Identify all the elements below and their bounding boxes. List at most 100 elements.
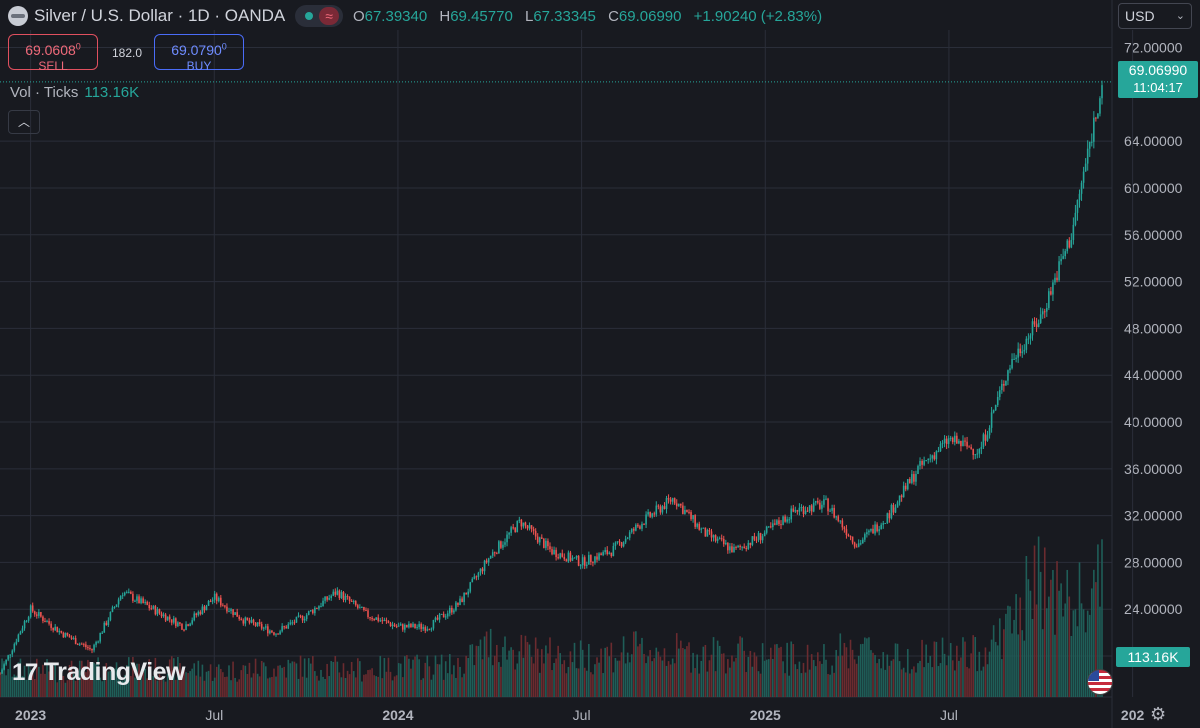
candle-body (549, 546, 551, 550)
volume-bar (125, 665, 128, 697)
volume-bar (72, 674, 75, 697)
gear-icon[interactable]: ⚙ (1150, 704, 1167, 724)
volume-bar (3, 661, 5, 697)
candle-body (868, 530, 870, 533)
symbol-title[interactable]: Silver / U.S. Dollar · 1D · OANDA (34, 6, 286, 25)
volume-bar (21, 675, 24, 697)
candle-body (524, 522, 527, 526)
collapse-button[interactable]: ︿ (8, 110, 40, 134)
volume-bar (1035, 604, 1038, 697)
buy-button[interactable]: 69.07900 BUY (154, 34, 244, 73)
candle-body (692, 515, 694, 520)
candle-body (465, 593, 467, 595)
candle-body (561, 553, 564, 557)
candle-body (684, 509, 686, 514)
volume-bar (575, 668, 578, 697)
volume-value: 113.16K (84, 84, 140, 101)
volume-bar (271, 676, 273, 697)
volume-bar (923, 667, 925, 697)
candle-body (226, 606, 228, 612)
candle-body (874, 524, 876, 534)
candle-body (1011, 358, 1013, 369)
candle-body (326, 596, 328, 600)
candle-body (945, 438, 948, 444)
wave-icon[interactable]: ≈ (319, 7, 339, 25)
volume-bar (837, 656, 840, 697)
candle-body (240, 618, 243, 621)
candle-body (189, 623, 191, 626)
candle-body (238, 616, 241, 619)
candle-body (986, 435, 989, 441)
candle-body (925, 460, 927, 462)
volume-bar (551, 670, 553, 697)
sell-button[interactable]: 69.06080 SELL (8, 34, 98, 73)
candle-body (232, 609, 234, 615)
volume-bar (902, 667, 905, 697)
candle-body (784, 516, 786, 522)
market-status-pill[interactable]: ≈ (295, 5, 343, 27)
volume-legend[interactable]: Vol · Ticks 113.16K (10, 84, 139, 101)
candle-body (285, 626, 288, 629)
tradingview-logo[interactable]: 17 TradingView (12, 658, 186, 687)
candle-body (350, 600, 353, 602)
candle-body (853, 542, 856, 547)
currency-select[interactable]: USD ⌄ (1118, 3, 1192, 29)
volume-bar (540, 649, 543, 697)
volume-bar (9, 656, 12, 697)
candle-body (328, 598, 330, 600)
candle-body (931, 455, 934, 459)
candle-body (512, 527, 514, 529)
candle-body (72, 638, 75, 640)
candle-body (132, 593, 134, 601)
candle-body (21, 628, 24, 632)
candle-body (436, 617, 439, 620)
candle-body (702, 527, 705, 529)
volume-bar (332, 661, 335, 697)
candle-body (571, 557, 574, 561)
volume-bar (506, 659, 508, 697)
volume-bar (168, 659, 171, 697)
volume-bar (526, 642, 529, 697)
candle-body (1068, 240, 1071, 248)
volume-bar (123, 675, 126, 697)
us-flag-icon[interactable] (1088, 670, 1112, 694)
volume-bar (158, 674, 161, 697)
volume-bar (909, 673, 911, 697)
volume-bar (543, 663, 545, 697)
candle-body (330, 595, 333, 599)
candle-body (543, 538, 545, 548)
candle-body (475, 576, 478, 578)
candle-body (346, 596, 349, 598)
volume-bar (234, 677, 236, 697)
volume-bar (224, 676, 226, 697)
volume-bar (536, 648, 539, 697)
candle-body (130, 591, 132, 594)
candle-body (716, 538, 719, 541)
volume-bar (864, 637, 866, 697)
candle-body (301, 615, 304, 621)
candle-body (800, 507, 803, 509)
volume-bar (563, 660, 566, 697)
candle-body (252, 619, 255, 623)
volume-bar (798, 661, 801, 697)
candle-body (314, 607, 316, 614)
candle-body (1058, 261, 1060, 281)
buy-label: BUY (186, 58, 212, 73)
candle-body (933, 455, 936, 460)
candle-body (281, 626, 283, 632)
candle-body (722, 539, 725, 545)
candle-body (518, 519, 521, 521)
candle-body (13, 644, 16, 651)
volume-bar (671, 658, 674, 697)
volume-bar (1088, 614, 1091, 697)
candle-body (459, 598, 461, 605)
volume-bar (833, 672, 835, 697)
candle-body (365, 610, 367, 612)
candle-body (46, 621, 48, 623)
candle-body (406, 624, 408, 628)
candle-body (19, 631, 22, 635)
volume-bar (1041, 629, 1044, 697)
volume-bar (804, 672, 807, 697)
volume-bar (412, 659, 414, 697)
